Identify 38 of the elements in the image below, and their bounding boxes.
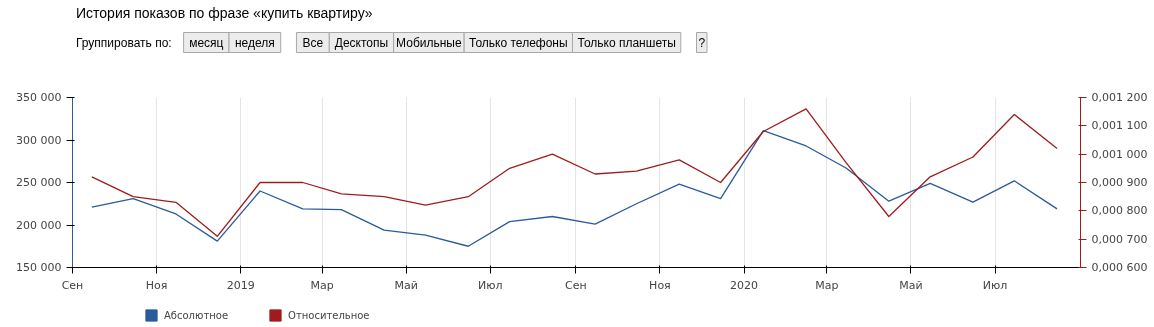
x-tick-label: 2019 (226, 278, 255, 292)
y-tick-label: 300 000 (16, 133, 62, 147)
x-tick-label: Сен (564, 278, 587, 292)
x-tick-label: Июл (982, 278, 1008, 292)
line-series (91, 130, 1058, 247)
text: месяц (189, 35, 224, 50)
y-tick-label: 250 000 (16, 176, 62, 189)
text: Только планшеты (577, 35, 676, 50)
line-series (91, 108, 1058, 237)
y-tick-label: 350 000 (16, 91, 62, 104)
y2-tick-label: 0,000 900 (1091, 176, 1148, 189)
x-tick-label: Ноя (145, 278, 168, 292)
x-tick-label: Ноя (649, 278, 671, 292)
chart-title: История показов по фразе «купить квартиру» (75, 4, 373, 21)
y2-tick-label: 0,001 000 (1091, 147, 1148, 161)
text: Мобильные (396, 35, 462, 50)
y2-tick-label: 0,001 100 (1091, 119, 1148, 133)
y-tick-label: 150 000 (16, 261, 62, 274)
x-tick-label: Мар (815, 278, 839, 292)
legend-label: Относительное (288, 308, 370, 322)
legend-label: Абсолютное (164, 308, 229, 322)
x-tick-label: Май (394, 278, 418, 292)
y2-tick-label: 0,000 800 (1091, 204, 1148, 218)
text: Только телефоны (469, 35, 568, 50)
text: Группировать по: (75, 35, 172, 50)
y2-tick-label: 0,000 700 (1091, 232, 1148, 246)
text: Все (302, 35, 324, 50)
text: ? (698, 35, 706, 50)
y2-tick-label: 0,001 200 (1091, 91, 1148, 104)
text: неделя (234, 35, 275, 50)
x-tick-label: 2020 (730, 278, 759, 292)
text: Десктопы (334, 35, 389, 50)
y-tick-label: 200 000 (16, 218, 62, 232)
y2-tick-label: 0,000 600 (1091, 261, 1148, 274)
x-tick-label: Мар (310, 278, 334, 292)
x-tick-label: Май (899, 278, 923, 292)
x-tick-label: Сен (61, 278, 84, 292)
x-tick-label: Июл (478, 278, 503, 292)
